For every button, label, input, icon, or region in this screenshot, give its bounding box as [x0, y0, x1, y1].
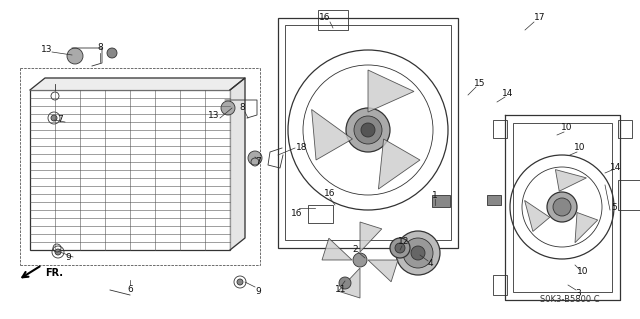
- Polygon shape: [378, 139, 420, 189]
- Polygon shape: [575, 212, 598, 243]
- Text: 16: 16: [324, 189, 336, 197]
- Text: 10: 10: [561, 123, 573, 132]
- Circle shape: [403, 238, 433, 268]
- Text: 6: 6: [127, 286, 133, 294]
- Polygon shape: [322, 238, 352, 260]
- Bar: [513, 123, 612, 292]
- Bar: [493, 275, 507, 295]
- Bar: [618, 120, 632, 138]
- Text: 18: 18: [296, 144, 308, 152]
- Circle shape: [346, 108, 390, 152]
- Text: 7: 7: [255, 158, 261, 167]
- Text: 9: 9: [255, 287, 261, 296]
- Text: 3: 3: [575, 288, 581, 298]
- Circle shape: [411, 246, 425, 260]
- Text: 11: 11: [335, 286, 347, 294]
- Text: 15: 15: [474, 78, 486, 87]
- Bar: [308, 205, 333, 223]
- Bar: [318, 10, 348, 30]
- Text: 9: 9: [65, 254, 71, 263]
- Text: S0K3-B5800 C: S0K3-B5800 C: [540, 295, 600, 305]
- Polygon shape: [368, 260, 398, 282]
- Polygon shape: [360, 222, 382, 252]
- Circle shape: [547, 192, 577, 222]
- Text: 1: 1: [432, 190, 438, 199]
- Circle shape: [396, 231, 440, 275]
- Text: 13: 13: [41, 46, 52, 55]
- Text: 10: 10: [577, 268, 589, 277]
- Text: 16: 16: [319, 12, 331, 21]
- Text: 8: 8: [239, 103, 245, 113]
- Text: 12: 12: [398, 238, 410, 247]
- Text: 10: 10: [574, 144, 586, 152]
- Circle shape: [395, 243, 405, 253]
- Circle shape: [107, 48, 117, 58]
- Polygon shape: [312, 109, 353, 160]
- Circle shape: [237, 279, 243, 285]
- Circle shape: [248, 151, 262, 165]
- Bar: [487, 195, 501, 205]
- Polygon shape: [368, 70, 414, 112]
- Text: 17: 17: [534, 13, 546, 23]
- Text: 13: 13: [208, 112, 220, 121]
- Text: FR.: FR.: [45, 268, 63, 278]
- Bar: [618, 180, 640, 210]
- Circle shape: [221, 101, 235, 115]
- Bar: [493, 120, 507, 138]
- Bar: [285, 25, 451, 240]
- Text: 4: 4: [427, 259, 433, 269]
- Polygon shape: [556, 170, 586, 191]
- Polygon shape: [30, 78, 245, 90]
- Text: 14: 14: [611, 164, 621, 173]
- Text: 7: 7: [57, 115, 63, 124]
- Circle shape: [553, 198, 571, 216]
- Circle shape: [390, 238, 410, 258]
- Circle shape: [55, 249, 61, 255]
- Polygon shape: [230, 78, 245, 250]
- Polygon shape: [338, 268, 360, 298]
- Circle shape: [353, 253, 367, 267]
- Text: 2: 2: [352, 246, 358, 255]
- Bar: [278, 18, 458, 248]
- Circle shape: [51, 115, 57, 121]
- Text: 5: 5: [611, 204, 617, 212]
- Text: 14: 14: [502, 88, 514, 98]
- Circle shape: [354, 116, 382, 144]
- Text: 8: 8: [97, 43, 103, 53]
- Text: 16: 16: [291, 209, 303, 218]
- Polygon shape: [525, 200, 550, 231]
- Circle shape: [339, 277, 351, 289]
- Circle shape: [67, 48, 83, 64]
- Circle shape: [361, 123, 375, 137]
- Bar: [30, 90, 230, 250]
- Bar: [432, 195, 450, 207]
